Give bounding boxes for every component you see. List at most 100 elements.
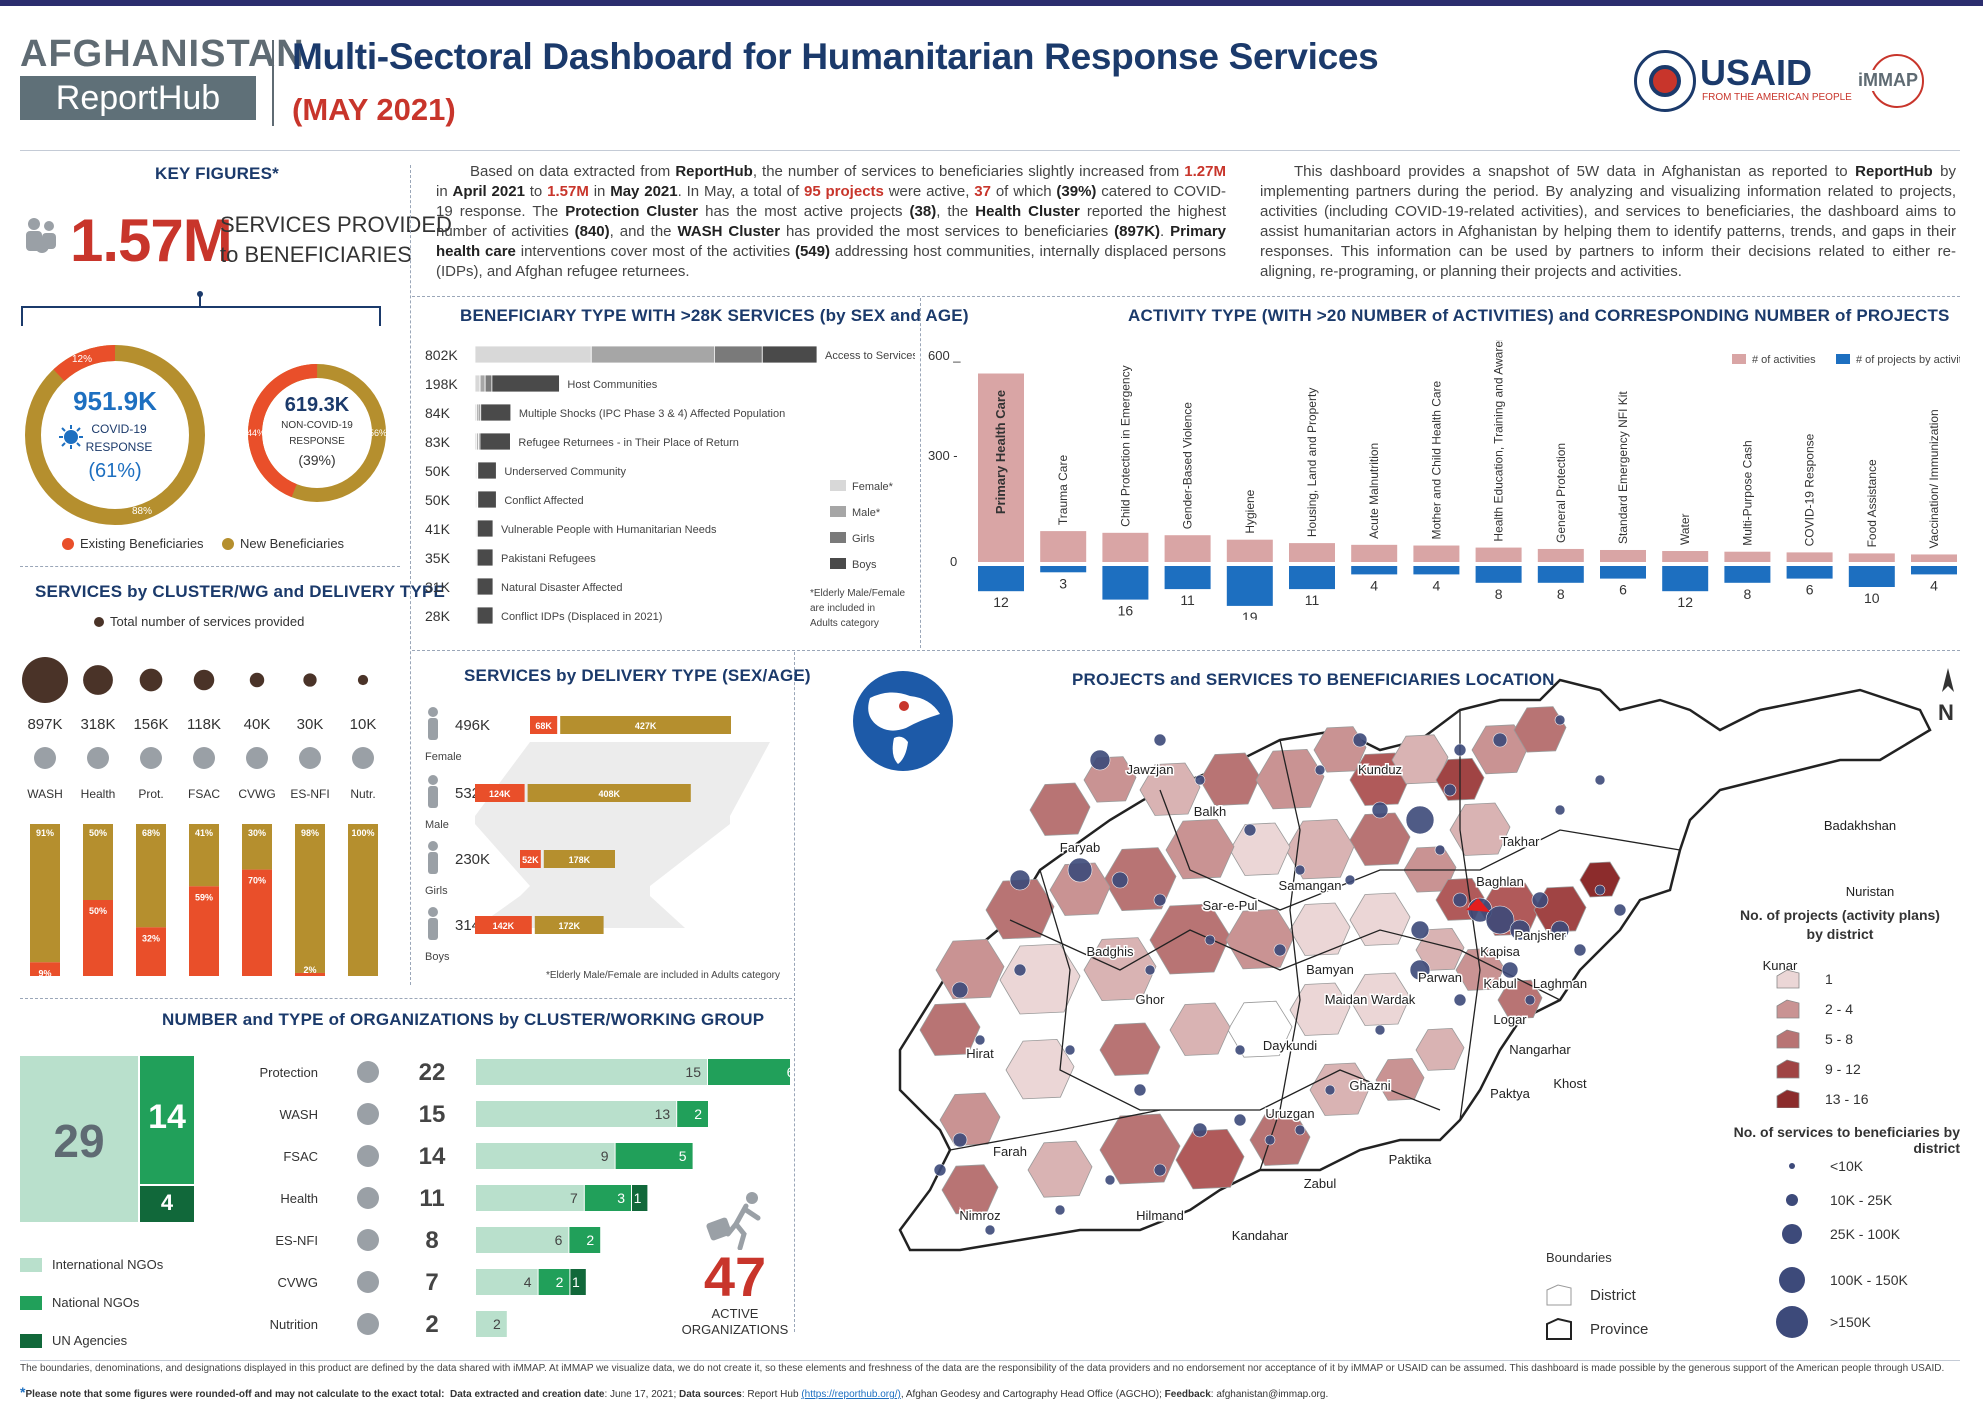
place-label: Hilmand [1136,1208,1184,1223]
delivery-person-head [428,907,438,917]
covid-virus-icon [58,424,84,450]
cluster-bubble [22,657,68,703]
delivery-covid-label: 68K [535,721,552,731]
service-dot [1294,864,1306,876]
activity-bar [1226,539,1273,562]
service-dot [1344,874,1356,886]
service-dot [1194,774,1206,786]
delivery-category-label: Female [425,751,462,763]
footer-extracted-label: Data extracted and creation date [450,1389,605,1400]
activity-bar [1724,551,1771,562]
beneficiary-category-label: Underserved Community [504,466,626,478]
beneficiary-bar-segment [761,345,818,364]
delivery-bar-covid [475,916,532,934]
orgs-bar-segment [476,1269,538,1295]
delivery-funnel-bg [475,742,770,928]
province-border [1039,869,1441,1111]
immap-logo-text: iMMAP [1856,70,1920,91]
orgs-legend-un: UN Agencies [20,1322,163,1360]
beneficiary-total: 41K [425,521,451,537]
orgs-cluster-icon-shape [357,1061,379,1083]
cluster-bar-covid [242,869,272,976]
delivery-person-body [428,786,438,808]
cluster-icon-shape [140,747,162,769]
footer-asterisk: * [20,1384,26,1400]
divider [410,165,411,985]
covid-label2: RESPONSE [85,440,153,454]
place-label: Farah [993,1144,1027,1159]
service-dot [1443,783,1457,797]
orgs-legend-swatch [20,1258,42,1272]
runner-icon [700,1190,770,1251]
legend-new-label: New Beneficiaries [240,536,345,551]
intro-text: interventions cover most of the activiti… [515,243,795,260]
donut-existing-slice [25,345,205,525]
activity-project-label: 10 [1864,590,1880,606]
divider [20,998,792,999]
activity-project-label: 11 [1180,592,1195,608]
activity-category-label: Housing, Land and Property [1305,388,1319,537]
service-dot [1509,919,1531,941]
place-label: Jawzjan [1127,762,1174,777]
covid-pct: (61%) [88,460,142,482]
activity-project-bar [1102,566,1149,600]
cluster-category-label: Health [81,787,116,801]
orgs-bar-label: 2 [493,1316,501,1332]
cluster-legend-dot [94,616,104,627]
service-dot [1550,920,1570,940]
activity-project-label: 4 [1433,577,1441,593]
cluster-icon-shape [34,747,56,769]
activity-category-label: Food Assistance [1865,459,1879,547]
beneficiary-category-label: Vulnerable People with Humanitarian Need… [501,524,717,536]
orgs-bar-label: 6 [555,1232,563,1248]
delivery-total: 496K [455,717,490,734]
legend-services-label: <10K [1830,1158,1864,1174]
delivery-noncovid-label: 178K [569,855,591,865]
service-dot [1409,959,1431,981]
cluster-category-label: Prot. [138,787,163,801]
service-dot [1453,993,1467,1007]
cluster-category-label: Nutr. [350,787,375,801]
place-label: Kabul [1483,976,1516,991]
service-dot [951,981,969,999]
activity-bar [1164,535,1211,562]
cluster-title: SERVICES by CLUSTER/WG and DELIVERY TYPE [35,582,446,601]
district-shape [1227,1000,1293,1058]
top-bar [0,0,1983,6]
place-label: Nangarhar [1509,1042,1571,1057]
intro-text: has the most active projects [698,203,910,220]
footer-sources-link[interactable]: (https://reporthub.org/) [801,1389,901,1400]
usaid-tagline: FROM THE AMERICAN PEOPLE [1702,92,1852,103]
orgs-title: NUMBER and TYPE of ORGANIZATIONS by CLUS… [162,1010,765,1029]
footer-rule [20,1360,1960,1361]
cluster-bar-noncovid [242,824,272,870]
orgs-cluster-icon [357,1229,379,1251]
activity-bar [1040,531,1087,562]
orgs-legend-label: International NGOs [52,1257,164,1272]
activity-chart: 600 _ 300 - 0 # of activities # of projects … [928,340,1960,620]
cluster-category-label: FSAC [188,787,220,801]
cluster-bar-noncovid [30,824,60,963]
kabul-marker [1466,898,1490,912]
orgs-cluster-icon [357,1313,379,1335]
beneficiary-bar-segment [590,345,715,364]
activity-bar [978,373,1024,562]
footer-note-bold: Please note that some figures were round… [25,1389,445,1400]
legend-existing-dot [62,537,74,550]
intro-text: by implementing partners during the peri… [1260,163,1956,280]
orgs-legend-national: National NGOs [20,1284,163,1322]
district-shape [1249,1112,1311,1166]
cluster-bar-noncovid [136,824,166,928]
delivery-covid-label: 52K [522,855,539,865]
cluster-bar-noncovid [83,824,113,900]
district-shape [1027,1140,1093,1198]
legend-services-dot [1782,1224,1802,1244]
beneficiary-legend-swatch [830,506,846,517]
delivery-bar-covid [520,850,541,868]
service-dot [1371,801,1389,819]
legend-existing: Existing Beneficiaries [62,536,204,551]
intro-text: of which [990,183,1057,200]
district-shape [939,1092,1001,1146]
legend-services: <10K 10K - 25K 25K - 100K 100K - 150K >150K [1776,1158,1908,1338]
service-dot [1374,1024,1386,1036]
